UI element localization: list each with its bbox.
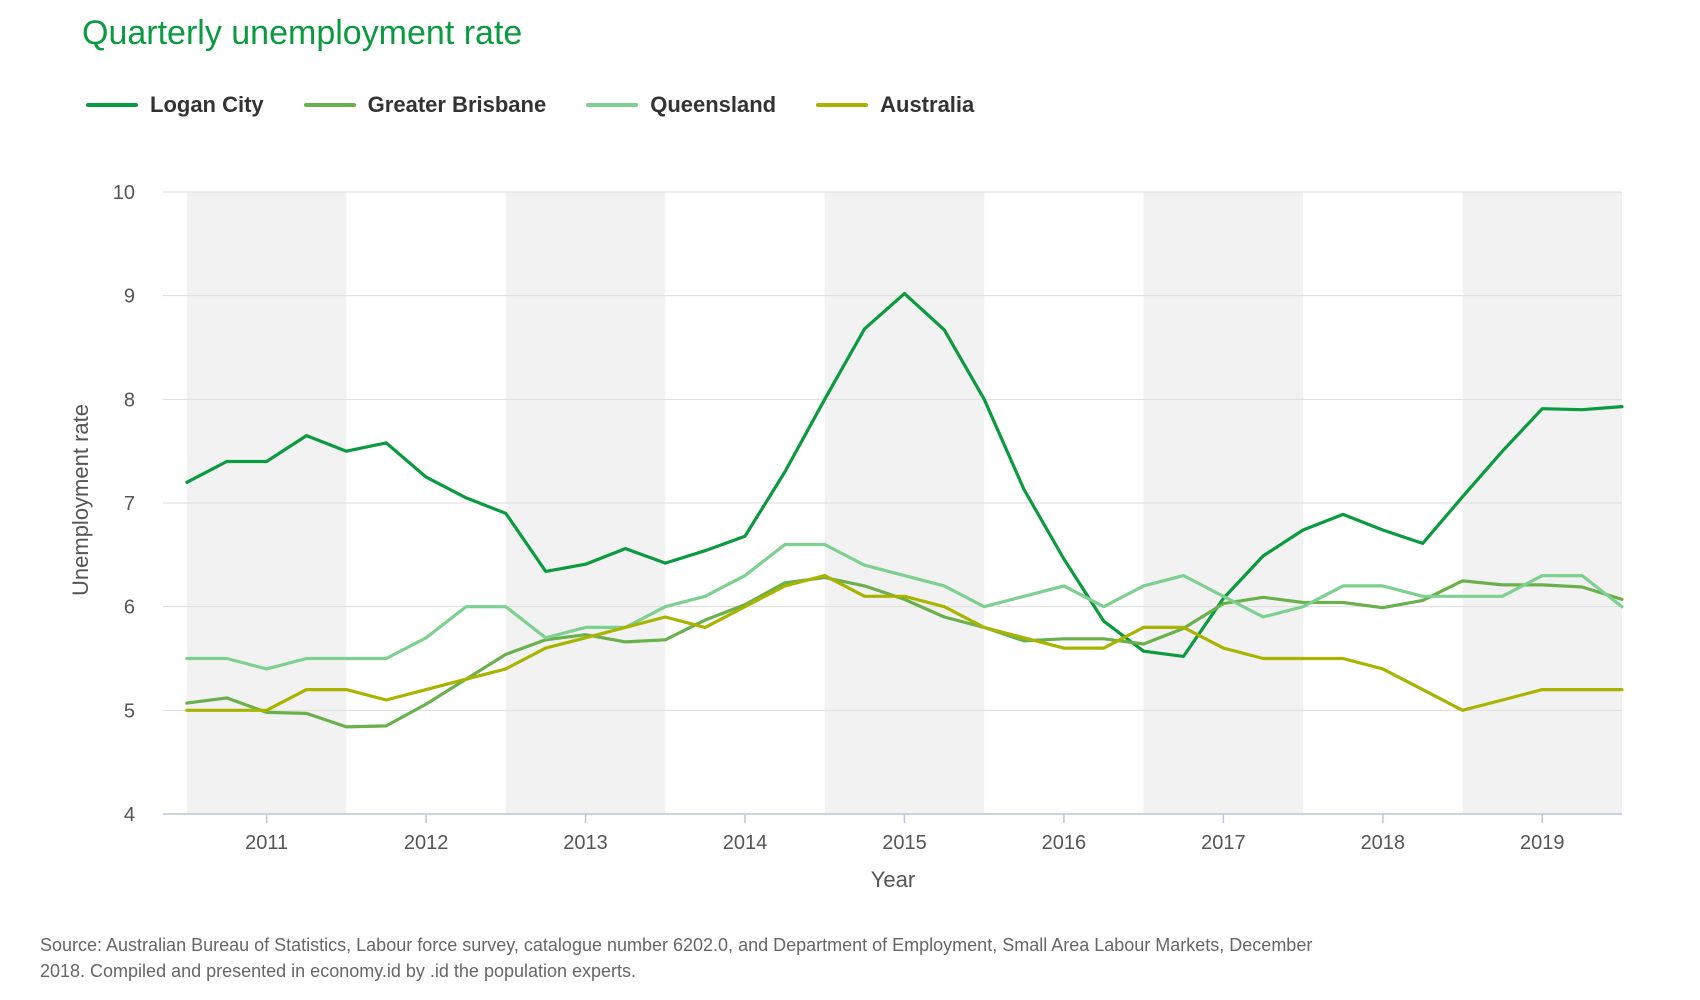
y-tick-label: 7 bbox=[124, 493, 135, 515]
x-tick-label: 2017 bbox=[1201, 832, 1246, 854]
x-tick-label: 2013 bbox=[563, 832, 608, 854]
legend-label: Logan City bbox=[150, 92, 264, 117]
y-tick-label: 6 bbox=[124, 597, 135, 619]
legend-item-greater-brisbane[interactable]: Greater Brisbane bbox=[303, 92, 547, 118]
legend-swatch bbox=[586, 103, 639, 107]
legend: Logan City Greater Brisbane Queensland Aust… bbox=[86, 92, 974, 118]
series-line-australia[interactable] bbox=[185, 573, 1624, 712]
x-tick-label: 2019 bbox=[1520, 832, 1565, 854]
legend-swatch bbox=[816, 103, 869, 107]
y-axis: 4 5 6 7 8 9 10 bbox=[113, 182, 135, 826]
series-line-logan-city[interactable] bbox=[185, 292, 1624, 659]
legend-item-logan-city[interactable]: Logan City bbox=[86, 92, 264, 118]
y-tick-label: 9 bbox=[124, 286, 135, 308]
y-axis-label: Unemployment rate bbox=[68, 404, 93, 596]
series-lines bbox=[185, 292, 1624, 729]
x-tick-label: 2015 bbox=[882, 832, 927, 854]
legend-label: Greater Brisbane bbox=[367, 92, 547, 117]
legend-label: Queensland bbox=[650, 92, 777, 117]
x-axis-label: Year bbox=[871, 867, 915, 892]
x-tick-label: 2014 bbox=[723, 832, 768, 854]
x-axis: 2011 2012 2013 2014 2015 2016 2017 2018 2019 bbox=[163, 813, 1622, 854]
legend-item-queensland[interactable]: Queensland bbox=[586, 92, 776, 118]
line-chart: 2011 2012 2013 2014 2015 2016 2017 2018 2019 4 5 6… bbox=[68, 182, 1624, 892]
series-line-greater-brisbane[interactable] bbox=[185, 575, 1624, 729]
source-note: Source: Australian Bureau of Statistics,… bbox=[40, 935, 1313, 981]
chart-title: Quarterly unemployment rate bbox=[82, 14, 523, 52]
x-tick-label: 2011 bbox=[245, 832, 288, 854]
legend-item-australia[interactable]: Australia bbox=[816, 92, 974, 118]
legend-swatch bbox=[303, 103, 356, 107]
x-tick-label: 2018 bbox=[1361, 832, 1406, 854]
legend-label: Australia bbox=[880, 92, 975, 117]
legend-swatch bbox=[86, 103, 138, 107]
y-tick-label: 8 bbox=[124, 389, 135, 411]
x-tick-label: 2012 bbox=[404, 832, 449, 854]
x-tick-label: 2016 bbox=[1042, 832, 1087, 854]
y-tick-label: 10 bbox=[113, 182, 135, 204]
y-tick-label: 4 bbox=[124, 804, 135, 826]
y-tick-label: 5 bbox=[124, 700, 135, 722]
series-line-queensland[interactable] bbox=[185, 542, 1624, 671]
